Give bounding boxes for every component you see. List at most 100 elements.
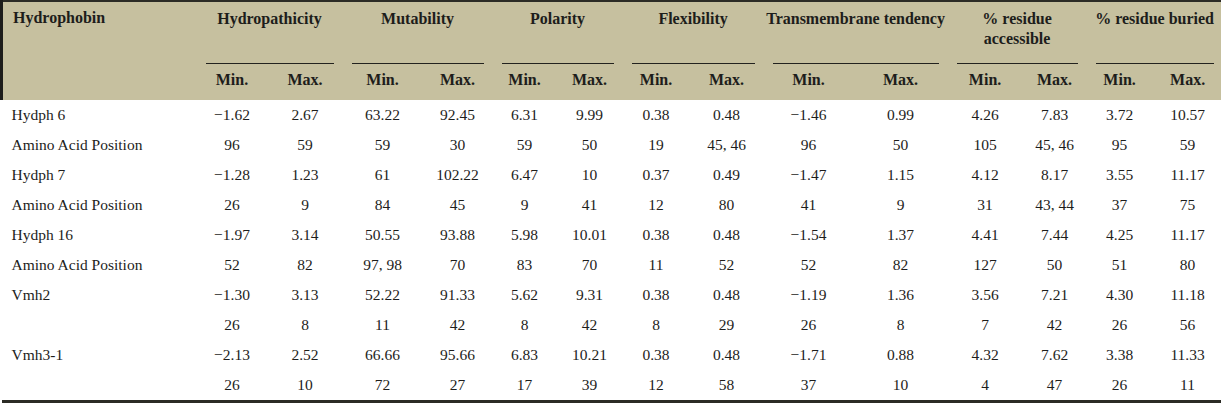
- cell-value: 59: [493, 130, 557, 160]
- row-label: Hydph 16: [2, 220, 197, 250]
- cell-value: 0.48: [690, 280, 764, 310]
- cell-value: 2.67: [268, 100, 343, 130]
- cell-value: 52: [764, 250, 854, 280]
- col-group-polarity: Polarity: [493, 1, 623, 64]
- cell-value: 61: [343, 160, 423, 190]
- cell-value: 41: [764, 190, 854, 220]
- cell-value: 6.31: [493, 100, 557, 130]
- cell-value: 42: [557, 310, 623, 340]
- cell-value: 4: [948, 370, 1023, 402]
- cell-value: 12: [623, 190, 690, 220]
- subheader-min: Min.: [948, 64, 1023, 100]
- col-group-residue-buried: % residue buried: [1087, 1, 1221, 64]
- cell-value: 84: [343, 190, 423, 220]
- cell-value: 63.22: [343, 100, 423, 130]
- cell-value: 75: [1153, 190, 1221, 220]
- cell-value: −1.30: [197, 280, 268, 310]
- col-group-residue-accessible: % residue accessible: [948, 1, 1087, 64]
- cell-value: 50.55: [343, 220, 423, 250]
- cell-value: 58: [690, 370, 764, 402]
- cell-value: 19: [623, 130, 690, 160]
- table-body: Hydph 6 −1.622.6763.2292.456.319.990.380…: [2, 100, 1221, 402]
- row-label: Vmh3-1: [2, 340, 197, 370]
- subheader-min: Min.: [623, 64, 690, 100]
- cell-value: −1.46: [764, 100, 854, 130]
- cell-value: 4.26: [948, 100, 1023, 130]
- cell-value: 11.33: [1153, 340, 1221, 370]
- cell-value: 2.52: [268, 340, 343, 370]
- table-row: Vmh2 −1.303.1352.2291.335.629.310.380.48…: [2, 280, 1221, 310]
- subheader-max: Max.: [557, 64, 623, 100]
- table-row: Hydph 7 −1.281.2361102.226.47100.370.49−…: [2, 160, 1221, 190]
- table-row: Hydph 6 −1.622.6763.2292.456.319.990.380…: [2, 100, 1221, 130]
- cell-value: 80: [690, 190, 764, 220]
- col-group-flexibility: Flexibility: [623, 1, 764, 64]
- cell-value: 50: [557, 130, 623, 160]
- row-label: Hydph 6: [2, 100, 197, 130]
- cell-value: 45, 46: [690, 130, 764, 160]
- cell-value: 45, 46: [1023, 130, 1087, 160]
- cell-value: 0.99: [854, 100, 948, 130]
- cell-value: 11.17: [1153, 220, 1221, 250]
- cell-value: −1.97: [197, 220, 268, 250]
- table-header: Hydrophobin Hydropathicity Mutability Po…: [2, 1, 1221, 100]
- cell-value: 4.41: [948, 220, 1023, 250]
- cell-value: 102.22: [423, 160, 493, 190]
- cell-value: 59: [343, 130, 423, 160]
- subheader-max: Max.: [1153, 64, 1221, 100]
- cell-value: 8: [854, 310, 948, 340]
- table-row: Hydph 16 −1.973.1450.5593.885.9810.010.3…: [2, 220, 1221, 250]
- cell-value: −1.62: [197, 100, 268, 130]
- cell-value: 27: [423, 370, 493, 402]
- cell-value: 50: [854, 130, 948, 160]
- cell-value: 0.49: [690, 160, 764, 190]
- cell-value: 1.15: [854, 160, 948, 190]
- cell-value: 3.72: [1087, 100, 1153, 130]
- cell-value: 26: [197, 310, 268, 340]
- col-group-transmembrane-tendency: Transmembrane tendency: [764, 1, 948, 64]
- cell-value: 9.99: [557, 100, 623, 130]
- cell-value: 59: [1153, 130, 1221, 160]
- table-row: Amino Acid Position 26984459411280419314…: [2, 190, 1221, 220]
- cell-value: 95: [1087, 130, 1153, 160]
- table-row: 261072271739125837104472611: [2, 370, 1221, 402]
- cell-value: 66.66: [343, 340, 423, 370]
- subheader-max: Max.: [690, 64, 764, 100]
- cell-value: 1.36: [854, 280, 948, 310]
- cell-value: 10.57: [1153, 100, 1221, 130]
- cell-value: 7.62: [1023, 340, 1087, 370]
- cell-value: 42: [423, 310, 493, 340]
- cell-value: 5.98: [493, 220, 557, 250]
- subheader-max: Max.: [423, 64, 493, 100]
- cell-value: 4.32: [948, 340, 1023, 370]
- subheader-min: Min.: [1087, 64, 1153, 100]
- hydrophobin-properties-table-container: Hydrophobin Hydropathicity Mutability Po…: [0, 0, 1221, 403]
- cell-value: 31: [948, 190, 1023, 220]
- cell-value: 10: [557, 160, 623, 190]
- cell-value: 0.48: [690, 220, 764, 250]
- cell-value: 10.01: [557, 220, 623, 250]
- cell-value: 91.33: [423, 280, 493, 310]
- cell-value: 6.47: [493, 160, 557, 190]
- cell-value: 7: [948, 310, 1023, 340]
- cell-value: 26: [1087, 310, 1153, 340]
- cell-value: 3.13: [268, 280, 343, 310]
- col-group-hydropathicity: Hydropathicity: [197, 1, 343, 64]
- cell-value: 47: [1023, 370, 1087, 402]
- cell-value: 105: [948, 130, 1023, 160]
- cell-value: 93.88: [423, 220, 493, 250]
- cell-value: 3.38: [1087, 340, 1153, 370]
- cell-value: 0.38: [623, 100, 690, 130]
- cell-value: −1.71: [764, 340, 854, 370]
- cell-value: 50: [1023, 250, 1087, 280]
- col-header-hydrophobin: Hydrophobin: [2, 1, 197, 100]
- row-label: Hydph 7: [2, 160, 197, 190]
- cell-value: 37: [764, 370, 854, 402]
- cell-value: 17: [493, 370, 557, 402]
- cell-value: 1.37: [854, 220, 948, 250]
- cell-value: 7.21: [1023, 280, 1087, 310]
- cell-value: −2.13: [197, 340, 268, 370]
- cell-value: 0.38: [623, 280, 690, 310]
- cell-value: 0.48: [690, 100, 764, 130]
- cell-value: 1.23: [268, 160, 343, 190]
